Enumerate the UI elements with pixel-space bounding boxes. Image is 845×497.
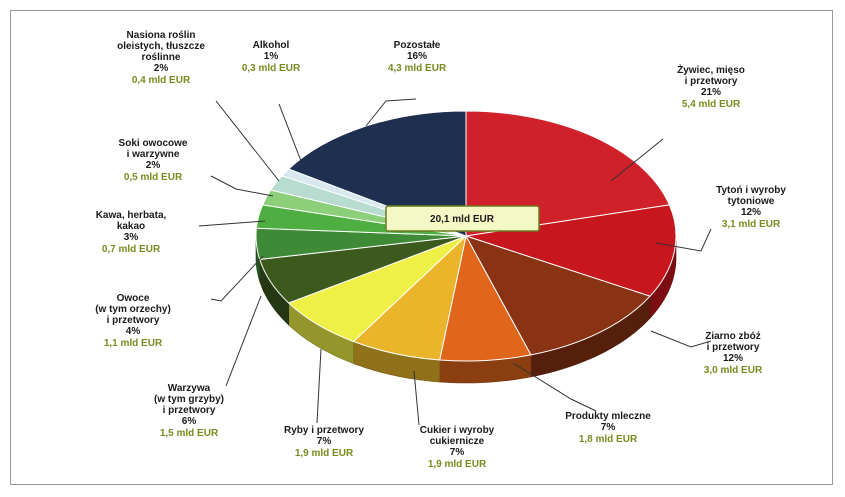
slice-percent: 7% [317,436,332,447]
pie-tops [255,110,677,362]
slice-percent: 16% [407,51,427,62]
slice-name: i przetwory [107,315,160,326]
slice-value: 5,4 mld EUR [682,99,741,110]
slice-name: Soki owocowe [119,138,188,149]
slice-name: oleistych, tłuszcze [117,41,205,52]
pie-slice-2 [465,204,677,297]
leader-line-12 [278,103,302,162]
slice-percent: 7% [601,422,616,433]
slice-name: cukiernicze [430,436,485,447]
leader-line-2 [655,228,712,252]
slice-value: 0,3 mld EUR [242,63,301,74]
slice-name: Ziarno zbóż [705,331,761,342]
leader-line-1 [610,138,664,182]
slice-name: Alkohol [253,40,290,51]
pie-sides [255,236,677,384]
leader-line-4 [512,362,597,412]
total-label: 20,1 mld EUR [430,214,495,225]
slice-value: 1,8 mld EUR [579,434,638,445]
total-box-rect [385,205,540,232]
slice-value: 1,5 mld EUR [160,428,219,439]
slice-percent: 2% [154,63,169,74]
slice-value: 4,3 mld EUR [388,63,447,74]
slice-name: Żywiec, mięso [677,63,745,76]
slice-value: 3,1 mld EUR [722,219,781,230]
slice-name: (w tym grzyby) [154,394,224,405]
slice-name: i przetwory [685,76,738,87]
slice-name: tytoniowe [728,196,775,207]
slice-name: Produkty mleczne [565,411,651,422]
pie-slice-3 [464,235,651,356]
leader-line-11 [215,100,280,182]
slice-name: Warzywa [168,383,211,394]
slice-percent: 2% [146,160,161,171]
slice-name: Owoce [117,293,150,304]
slice-percent: 6% [182,416,197,427]
slice-percent: 3% [124,232,139,243]
leader-line-5 [413,370,420,426]
slice-value: 0,7 mld EUR [102,244,161,255]
slice-name: (w tym orzechy) [95,304,171,315]
leader-line-7 [225,295,262,387]
slice-percent: 1% [264,51,279,62]
slice-name: Kawa, herbata, [96,210,167,221]
slice-name: kakao [117,221,145,232]
slice-name: Pozostałe [394,40,441,51]
chart-frame: Żywiec, mięso i przetwory 21% 5,4 mld EUR Ty… [10,10,833,485]
leader-lines [198,98,712,426]
slice-name: i warzywne [127,149,180,160]
slice-name: Ryby i przetwory [284,425,364,436]
leader-line-13 [365,98,417,127]
slice-name: Tytoń i wyroby [716,185,786,196]
leader-line-10 [210,175,274,197]
slice-percent: 7% [450,447,465,458]
slice-percent: 12% [741,207,761,218]
leader-line-9 [198,220,266,227]
leader-line-3 [650,330,712,348]
slice-value: 1,9 mld EUR [428,459,487,470]
slice-value: 1,1 mld EUR [104,338,163,349]
leader-line-8 [210,255,264,302]
slice-value: 1,9 mld EUR [295,448,354,459]
slice-percent: 4% [126,326,141,337]
total-box: 20,1 mld EUR [385,205,540,232]
pie-slice-1 [465,110,671,237]
slice-percent: 12% [723,353,743,364]
slice-name: i przetwory [163,405,216,416]
slice-percent: 21% [701,87,721,98]
leader-line-6 [316,348,322,424]
slice-name: i przetwory [707,342,760,353]
slice-name: roślinne [142,52,181,63]
slice-name: Nasiona roślin [127,30,196,41]
slice-value: 0,5 mld EUR [124,172,183,183]
slice-name: Cukier i wyroby [420,425,495,436]
slice-value: 0,4 mld EUR [132,75,191,86]
slice-value: 3,0 mld EUR [704,365,763,376]
